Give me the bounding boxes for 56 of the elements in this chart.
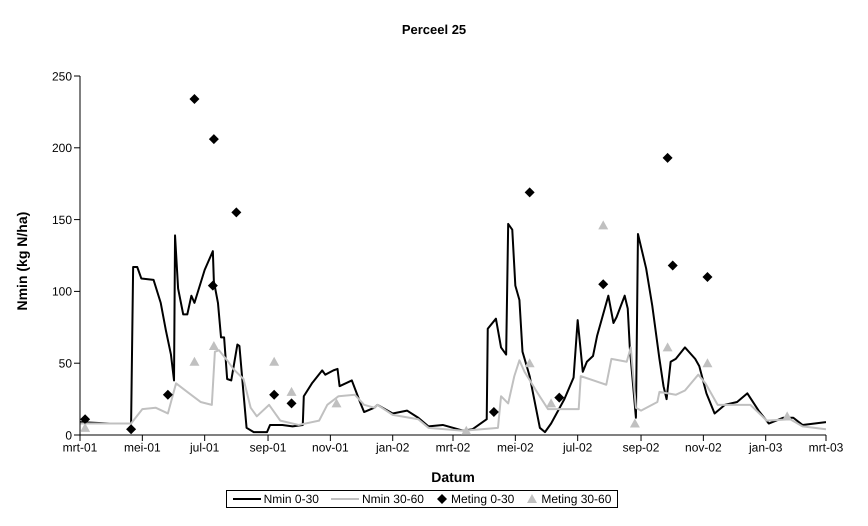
point xyxy=(598,220,608,230)
point xyxy=(189,356,200,366)
point xyxy=(662,342,673,352)
x-tick-label: jul-01 xyxy=(188,440,220,455)
x-tick-label: mrt-03 xyxy=(808,440,844,455)
point xyxy=(231,207,242,218)
point xyxy=(286,398,297,408)
point xyxy=(269,356,280,366)
y-tick-label: 200 xyxy=(52,141,72,156)
legend-label: Meting 0-30 xyxy=(450,492,514,506)
point xyxy=(269,390,280,400)
point xyxy=(286,386,297,396)
point xyxy=(662,152,673,163)
point xyxy=(782,411,792,420)
point xyxy=(702,358,712,368)
y-tick-label: 50 xyxy=(58,356,72,370)
x-tick-label: sep-02 xyxy=(622,440,660,455)
x-tick-label: mrt-01 xyxy=(62,440,98,455)
point xyxy=(630,418,640,428)
point xyxy=(80,414,90,424)
y-tick-label: 150 xyxy=(52,212,72,227)
point xyxy=(461,426,472,435)
x-tick-label: sep-01 xyxy=(250,440,287,455)
point xyxy=(488,407,499,418)
y-tick-label: 250 xyxy=(52,69,72,84)
y-tick-label: 100 xyxy=(52,284,72,299)
point xyxy=(598,279,608,290)
legend-label: Nmin 0-30 xyxy=(264,492,319,506)
point xyxy=(162,390,173,400)
x-tick-label: mei-02 xyxy=(496,440,534,455)
x-tick-label: jul-02 xyxy=(562,440,593,455)
point xyxy=(546,398,556,408)
x-tick-label: nov-01 xyxy=(312,440,350,455)
point xyxy=(126,424,136,434)
x-tick-label: mei-01 xyxy=(124,440,161,455)
chart-title: Perceel 25 xyxy=(400,22,468,37)
point xyxy=(702,272,712,282)
y-axis-title: Nmin (kg N/ha) xyxy=(14,212,30,310)
point xyxy=(189,94,200,104)
point xyxy=(208,134,219,144)
point xyxy=(668,260,678,271)
x-tick-label: mrt-02 xyxy=(436,440,471,455)
point xyxy=(524,358,535,368)
point xyxy=(554,392,564,403)
legend-label: Meting 30-60 xyxy=(541,492,612,506)
x-tick-label: jan-03 xyxy=(748,440,783,455)
point xyxy=(208,280,218,291)
point xyxy=(208,340,219,350)
y-tick-label: 0 xyxy=(65,428,72,442)
x-axis-title: Datum xyxy=(431,469,475,485)
point xyxy=(80,422,90,432)
legend-label: Nmin 30-60 xyxy=(362,492,424,506)
x-tick-label: jan-02 xyxy=(375,440,410,455)
point xyxy=(332,398,342,408)
point xyxy=(524,187,535,198)
x-tick-label: nov-02 xyxy=(685,440,722,455)
